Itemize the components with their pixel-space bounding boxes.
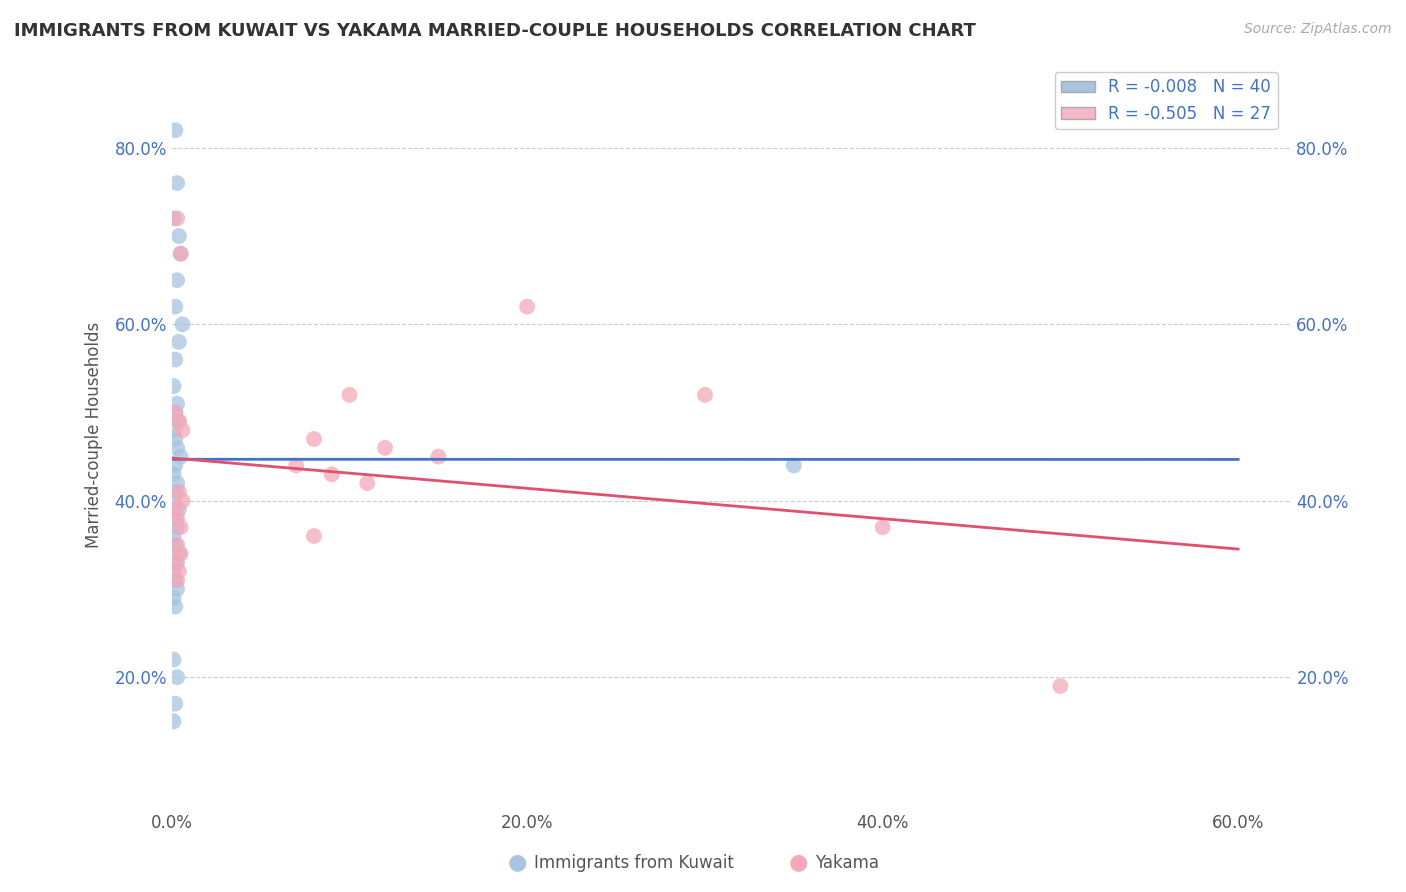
Point	[167, 229, 190, 244]
Point	[285, 458, 308, 473]
Point	[165, 405, 187, 419]
Point	[166, 397, 188, 411]
Point	[165, 538, 187, 552]
Point	[172, 318, 194, 332]
Point	[427, 450, 450, 464]
Point	[302, 529, 325, 543]
Point	[166, 476, 188, 491]
Point	[169, 547, 191, 561]
Point	[167, 484, 190, 499]
Text: Yakama: Yakama	[815, 855, 880, 872]
Point	[166, 520, 188, 534]
Point	[162, 467, 184, 482]
Text: ●: ●	[508, 853, 527, 872]
Point	[162, 529, 184, 543]
Point	[302, 432, 325, 446]
Point	[169, 246, 191, 260]
Point	[165, 599, 187, 614]
Point	[167, 502, 190, 516]
Point	[783, 458, 806, 473]
Point	[162, 423, 184, 437]
Point	[162, 211, 184, 226]
Point	[339, 388, 361, 402]
Point	[165, 300, 187, 314]
Point	[169, 520, 191, 534]
Point	[167, 414, 190, 428]
Point	[162, 714, 184, 729]
Point	[165, 458, 187, 473]
Point	[166, 511, 188, 525]
Point	[165, 511, 187, 525]
Point	[165, 432, 187, 446]
Point	[167, 564, 190, 578]
Point	[162, 652, 184, 666]
Point	[169, 246, 191, 260]
Point	[172, 493, 194, 508]
Point	[162, 493, 184, 508]
Point	[166, 273, 188, 287]
Point	[169, 450, 191, 464]
Point	[172, 423, 194, 437]
Point	[166, 582, 188, 596]
Point	[162, 591, 184, 605]
Text: Immigrants from Kuwait: Immigrants from Kuwait	[534, 855, 734, 872]
Point	[166, 211, 188, 226]
Point	[166, 573, 188, 587]
Point	[165, 697, 187, 711]
Point	[165, 573, 187, 587]
Point	[165, 556, 187, 570]
Point	[374, 441, 396, 455]
Point	[167, 547, 190, 561]
Point	[165, 484, 187, 499]
Text: Source: ZipAtlas.com: Source: ZipAtlas.com	[1244, 22, 1392, 37]
Point	[165, 502, 187, 516]
Point	[356, 476, 378, 491]
Point	[165, 405, 187, 419]
Legend: R = -0.008   N = 40, R = -0.505   N = 27: R = -0.008 N = 40, R = -0.505 N = 27	[1054, 71, 1278, 129]
Point	[872, 520, 894, 534]
Point	[166, 538, 188, 552]
Text: IMMIGRANTS FROM KUWAIT VS YAKAMA MARRIED-COUPLE HOUSEHOLDS CORRELATION CHART: IMMIGRANTS FROM KUWAIT VS YAKAMA MARRIED…	[14, 22, 976, 40]
Point	[1049, 679, 1071, 693]
Point	[167, 334, 190, 349]
Point	[166, 556, 188, 570]
Point	[162, 564, 184, 578]
Point	[166, 670, 188, 684]
Point	[165, 352, 187, 367]
Point	[166, 441, 188, 455]
Point	[321, 467, 343, 482]
Point	[166, 176, 188, 190]
Point	[162, 379, 184, 393]
Text: ●: ●	[789, 853, 808, 872]
Point	[693, 388, 716, 402]
Y-axis label: Married-couple Households: Married-couple Households	[86, 321, 103, 548]
Point	[167, 414, 190, 428]
Point	[165, 123, 187, 137]
Point	[516, 300, 538, 314]
